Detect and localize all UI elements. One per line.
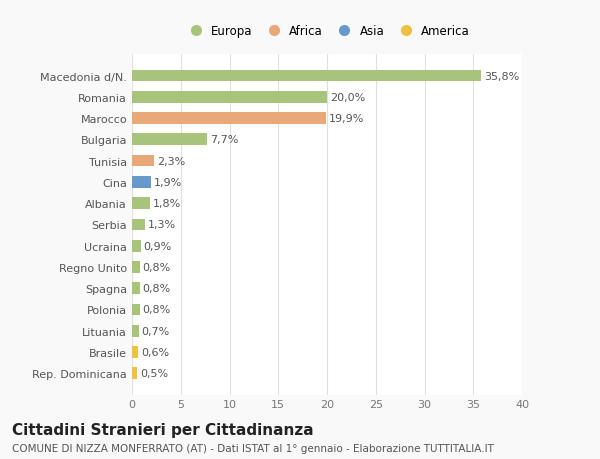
Text: 1,9%: 1,9%	[154, 178, 182, 187]
Bar	[132, 92, 327, 103]
Bar	[132, 283, 140, 294]
Bar	[132, 219, 145, 231]
Text: 1,8%: 1,8%	[152, 199, 181, 209]
Text: 2,3%: 2,3%	[157, 156, 185, 166]
Text: 7,7%: 7,7%	[210, 135, 238, 145]
Bar	[132, 71, 481, 82]
Bar	[132, 241, 141, 252]
Bar	[132, 347, 138, 358]
Text: 0,9%: 0,9%	[144, 241, 172, 251]
Bar	[132, 325, 139, 337]
Text: 1,3%: 1,3%	[148, 220, 176, 230]
Text: 35,8%: 35,8%	[484, 71, 519, 81]
Bar	[132, 177, 151, 188]
Text: 0,6%: 0,6%	[141, 347, 169, 357]
Text: 0,8%: 0,8%	[143, 284, 171, 294]
Legend: Europa, Africa, Asia, America: Europa, Africa, Asia, America	[179, 20, 475, 43]
Bar	[132, 368, 137, 379]
Text: 0,8%: 0,8%	[143, 263, 171, 272]
Text: 0,8%: 0,8%	[143, 305, 171, 315]
Bar	[132, 134, 207, 146]
Bar	[132, 304, 140, 316]
Bar	[132, 262, 140, 273]
Text: 0,7%: 0,7%	[142, 326, 170, 336]
Text: 19,9%: 19,9%	[329, 114, 364, 124]
Text: 0,5%: 0,5%	[140, 369, 168, 379]
Bar	[132, 113, 326, 125]
Text: Cittadini Stranieri per Cittadinanza: Cittadini Stranieri per Cittadinanza	[12, 422, 314, 437]
Text: COMUNE DI NIZZA MONFERRATO (AT) - Dati ISTAT al 1° gennaio - Elaborazione TUTTIT: COMUNE DI NIZZA MONFERRATO (AT) - Dati I…	[12, 443, 494, 453]
Bar	[132, 156, 154, 167]
Text: 20,0%: 20,0%	[330, 93, 365, 102]
Bar	[132, 198, 149, 209]
